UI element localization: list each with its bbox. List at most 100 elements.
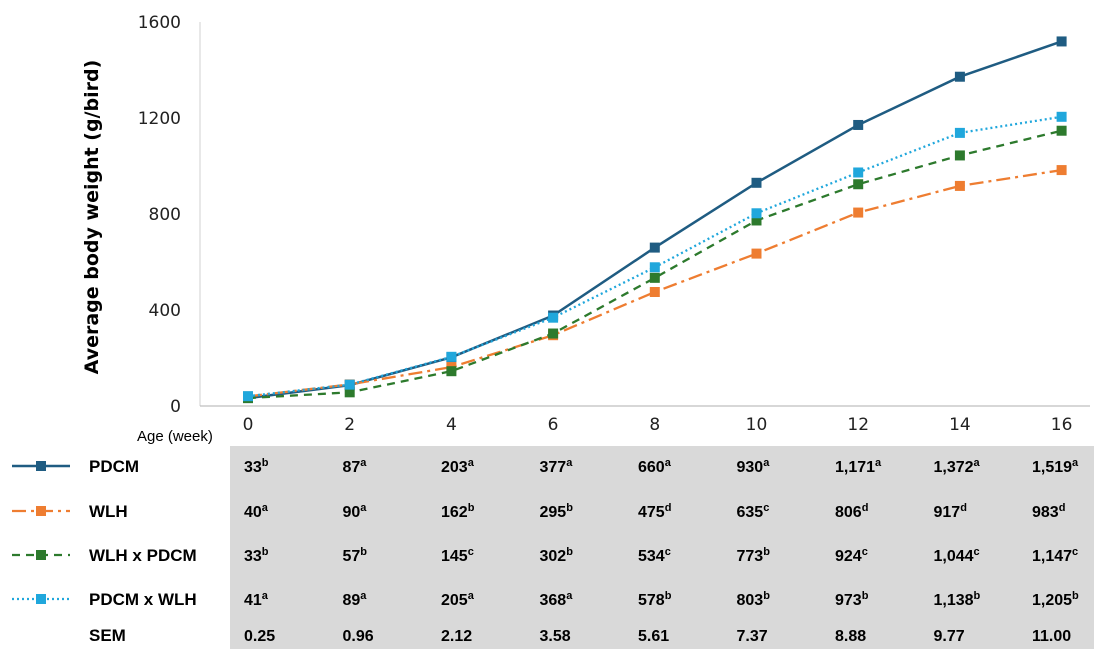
table-cell: 578b bbox=[638, 590, 672, 609]
data-point-marker bbox=[344, 387, 355, 398]
table-cell: 1,138b bbox=[934, 590, 981, 609]
data-point-marker bbox=[954, 127, 965, 138]
sem-cell: 9.77 bbox=[934, 628, 965, 645]
legend-marker bbox=[36, 506, 46, 516]
y-tick-label: 800 bbox=[149, 205, 181, 225]
y-axis-label: Average body weight (g/bird) bbox=[81, 60, 103, 375]
series-line bbox=[247, 40, 1063, 400]
table-cell: 773b bbox=[737, 546, 771, 565]
data-table-background bbox=[230, 446, 1094, 649]
data-point-marker bbox=[954, 150, 965, 161]
series-lines bbox=[243, 36, 1067, 404]
data-point-marker bbox=[649, 262, 660, 273]
table-cell: 917d bbox=[934, 502, 967, 521]
x-tick-label: 8 bbox=[649, 415, 660, 435]
table-cell: 145c bbox=[441, 546, 474, 565]
table-cell: 295b bbox=[540, 502, 574, 521]
legend-marker bbox=[36, 594, 46, 604]
data-point-marker bbox=[751, 177, 762, 188]
legend-label: PDCM bbox=[89, 457, 139, 476]
data-point-marker bbox=[243, 391, 253, 402]
sem-label: SEM bbox=[89, 626, 126, 645]
x-tick-label: 12 bbox=[847, 415, 869, 435]
data-point-marker bbox=[548, 328, 559, 339]
legend-label: WLH bbox=[89, 502, 128, 521]
table-cell: 1,147c bbox=[1032, 546, 1078, 565]
series-pdcm bbox=[243, 36, 1067, 404]
series-line bbox=[247, 115, 1062, 398]
table-cell: 660a bbox=[638, 457, 672, 476]
data-point-marker bbox=[751, 248, 762, 259]
table-cell: 1,044c bbox=[934, 546, 980, 565]
data-point-marker bbox=[1056, 165, 1067, 176]
table-cell: 302b bbox=[540, 546, 574, 565]
x-tick-label: 10 bbox=[746, 415, 768, 435]
data-point-marker bbox=[853, 207, 864, 218]
table-cell: 368a bbox=[540, 590, 574, 609]
table-cell: 1,519a bbox=[1032, 457, 1079, 476]
data-point-marker bbox=[548, 312, 559, 323]
legend-label: WLH x PDCM bbox=[89, 546, 197, 565]
data-point-marker bbox=[954, 71, 965, 82]
sem-cell: 0.96 bbox=[343, 628, 374, 645]
series-pdcm-x-wlh bbox=[243, 111, 1067, 402]
y-tick-label: 1200 bbox=[138, 109, 181, 129]
series-line bbox=[247, 168, 1062, 398]
table-cell: 534c bbox=[638, 546, 671, 565]
x-tick-label: 16 bbox=[1051, 415, 1073, 435]
table-cell: 475d bbox=[638, 502, 671, 521]
x-tick-label: 14 bbox=[949, 415, 971, 435]
table-cell: 924c bbox=[835, 546, 868, 565]
sem-cell: 2.12 bbox=[441, 628, 472, 645]
data-point-marker bbox=[649, 242, 660, 253]
table-cell: 803b bbox=[737, 590, 771, 609]
table-cell: 983d bbox=[1032, 502, 1065, 521]
data-table: PDCM 33b 87a 203a 377a 660a 930a 1,171a 1,372a 1,… bbox=[12, 457, 1079, 645]
y-tick-label: 0 bbox=[170, 397, 181, 417]
data-point-marker bbox=[446, 351, 457, 362]
data-point-marker bbox=[853, 119, 864, 130]
x-axis-label: Age (week) bbox=[137, 428, 213, 445]
x-tick-label: 4 bbox=[446, 415, 457, 435]
data-point-marker bbox=[344, 379, 355, 390]
table-cell: 973b bbox=[835, 590, 869, 609]
table-cell: 1,372a bbox=[934, 457, 981, 476]
data-point-marker bbox=[853, 167, 864, 178]
data-point-marker bbox=[446, 366, 457, 377]
sem-cell: 5.61 bbox=[638, 628, 669, 645]
legend-marker bbox=[36, 550, 46, 560]
data-point-marker bbox=[954, 180, 965, 191]
table-cell: 930a bbox=[737, 457, 771, 476]
sem-cell: 7.37 bbox=[737, 628, 768, 645]
y-tick-label: 400 bbox=[149, 301, 181, 321]
x-tick-label: 6 bbox=[548, 415, 559, 435]
table-cell: 205a bbox=[441, 590, 475, 609]
sem-cell: 0.25 bbox=[244, 628, 275, 645]
table-cell: 203a bbox=[441, 457, 475, 476]
table-cell: 635c bbox=[737, 502, 770, 521]
data-point-marker bbox=[649, 272, 660, 283]
data-point-marker bbox=[1056, 111, 1067, 122]
y-tick-labels: 0 400 800 1200 1600 bbox=[138, 13, 181, 417]
data-point-marker bbox=[751, 215, 762, 226]
legend-marker bbox=[36, 461, 46, 471]
table-cell: 1,205b bbox=[1032, 590, 1079, 609]
table-cell: 806d bbox=[835, 502, 868, 521]
data-point-marker bbox=[1056, 36, 1067, 47]
sem-cell: 3.58 bbox=[540, 628, 571, 645]
data-point-marker bbox=[649, 287, 660, 297]
data-point-marker bbox=[1056, 125, 1067, 136]
data-point-marker bbox=[751, 208, 762, 219]
table-cell: 377a bbox=[540, 457, 574, 476]
sem-cell: 8.88 bbox=[835, 628, 866, 645]
x-tick-label: 2 bbox=[344, 415, 355, 435]
data-point-marker bbox=[853, 179, 864, 190]
table-cell: 1,171a bbox=[835, 457, 882, 476]
legend-label: PDCM x WLH bbox=[89, 590, 197, 609]
sem-cell: 11.00 bbox=[1032, 628, 1071, 645]
y-tick-label: 1600 bbox=[138, 13, 181, 33]
x-tick-label: 0 bbox=[243, 415, 254, 435]
x-tick-labels: 0 2 4 6 8 10 12 14 16 bbox=[243, 415, 1073, 435]
series-wlh bbox=[243, 165, 1067, 402]
